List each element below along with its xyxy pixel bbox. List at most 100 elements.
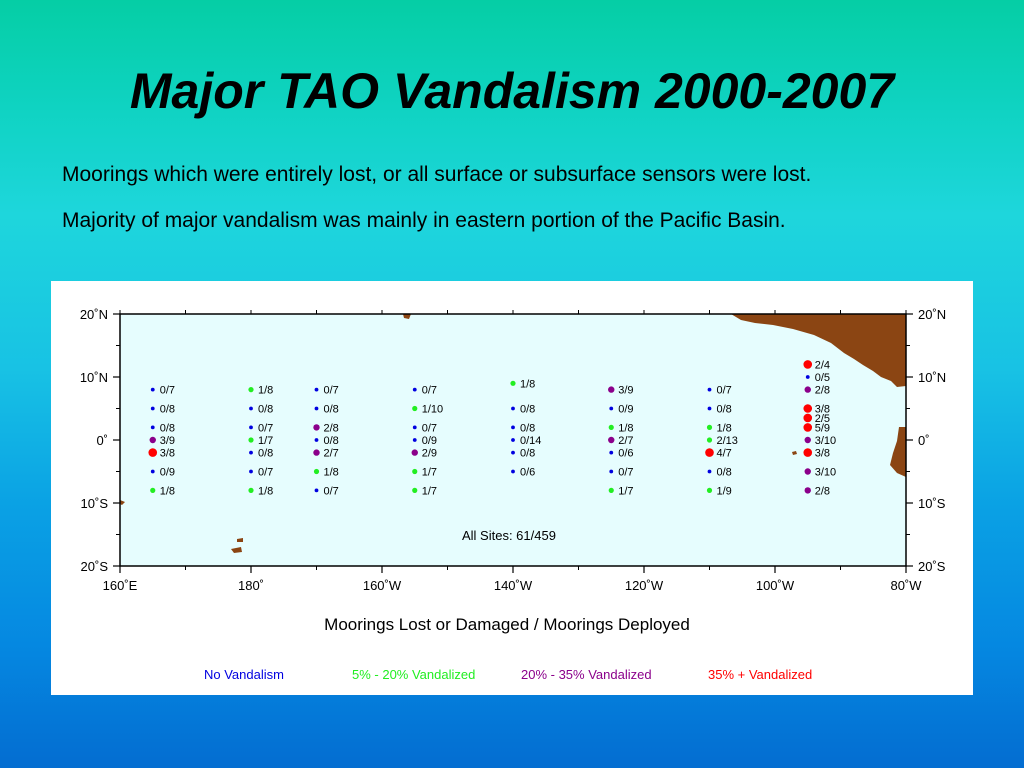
mooring-site-label: 0/9: [618, 404, 633, 416]
y-tick-label-left: 10˚N: [80, 370, 108, 385]
mooring-site-label: 0/7: [422, 422, 437, 434]
galapagos-island: [792, 451, 797, 455]
mooring-site-label: 0/7: [324, 385, 339, 397]
mooring-site-label: 0/7: [717, 385, 732, 397]
mooring-site-marker: [313, 468, 320, 475]
mooring-site-marker: [412, 438, 417, 442]
mooring-site-label: 3/9: [160, 435, 175, 447]
mooring-site-marker: [706, 487, 713, 493]
mooring-site-marker: [248, 387, 254, 393]
legend-35-plus-vandalized: 35% + Vandalized: [708, 667, 812, 682]
mooring-site-label: 0/7: [618, 467, 633, 479]
mooring-site-marker: [803, 360, 813, 369]
y-tick-label-right: 0˚: [918, 433, 930, 448]
mooring-site-label: 0/14: [520, 435, 541, 447]
mooring-site-marker: [248, 487, 254, 493]
y-tick-label-right: 10˚N: [918, 370, 946, 385]
mooring-site-label: 5/9: [815, 422, 830, 434]
mooring-site-marker: [249, 425, 253, 430]
mooring-site-marker: [706, 437, 713, 443]
mooring-site-marker: [411, 449, 418, 456]
mooring-site-label: 0/8: [160, 404, 175, 416]
mooring-site-label: 4/7: [717, 448, 732, 460]
mooring-site-label: 1/8: [324, 467, 339, 479]
mooring-site-label: 0/6: [520, 467, 535, 479]
mooring-site-label: 2/7: [618, 435, 633, 447]
mooring-site-marker: [248, 437, 254, 443]
mooring-site-label: 2/8: [815, 385, 830, 397]
south-america-coast-land: [890, 427, 906, 477]
mooring-site-marker: [608, 436, 615, 444]
mooring-site-marker: [150, 387, 155, 392]
slide-title: Major TAO Vandalism 2000-2007: [129, 63, 895, 119]
mooring-site-marker: [803, 404, 813, 413]
mooring-site-label: 1/8: [258, 385, 273, 397]
mooring-site-label: 1/7: [422, 467, 437, 479]
mooring-site-label: 0/7: [258, 467, 273, 479]
mooring-site-marker: [412, 487, 418, 493]
mooring-site-marker: [511, 406, 515, 411]
central-america-land: [731, 314, 906, 387]
mooring-site-label: 3/8: [815, 448, 830, 460]
mooring-site-label: 0/8: [520, 404, 535, 416]
fiji-island-small: [237, 538, 243, 542]
mooring-site-marker: [314, 438, 319, 442]
mooring-site-label: 0/6: [618, 448, 633, 460]
all-sites-summary: All Sites: 61/459: [462, 528, 556, 543]
mooring-site-marker: [314, 387, 319, 392]
mooring-site-label: 0/7: [258, 422, 273, 434]
x-tick-label: 160˚W: [363, 578, 402, 593]
mooring-site-label: 0/7: [422, 385, 437, 397]
mooring-site-marker: [707, 406, 712, 411]
bullet-text-eastern-pacific: Majority of major vandalism was mainly i…: [62, 209, 786, 232]
mooring-site-marker: [412, 387, 417, 392]
mooring-site-label: 1/10: [422, 404, 443, 416]
legend-20-35-vandalized: 20% - 35% Vandalized: [521, 667, 652, 682]
mooring-site-label: 1/8: [618, 422, 633, 434]
mooring-site-label: 1/8: [717, 422, 732, 434]
mooring-site-marker: [249, 450, 253, 455]
mooring-site-marker: [804, 487, 811, 494]
x-tick-label: 80˚W: [890, 578, 922, 593]
bullet-text-lost-moorings: Moorings which were entirely lost, or al…: [62, 163, 812, 186]
mooring-site-marker: [804, 468, 811, 475]
mooring-site-marker: [249, 469, 253, 474]
mooring-site-label: 1/8: [160, 485, 175, 497]
mooring-site-marker: [150, 487, 156, 493]
mooring-site-marker: [609, 469, 614, 474]
y-tick-label-right: 20˚S: [918, 559, 946, 574]
mooring-site-label: 0/9: [422, 435, 437, 447]
mooring-site-marker: [249, 406, 253, 411]
mooring-site-label: 1/7: [618, 485, 633, 497]
mooring-site-marker: [412, 425, 417, 430]
mooring-site-marker: [511, 438, 515, 442]
mooring-site-marker: [511, 425, 515, 430]
mooring-site-label: 0/8: [324, 404, 339, 416]
mooring-site-label: 1/7: [258, 435, 273, 447]
x-tick-label: 180˚: [238, 578, 264, 593]
mooring-site-label: 0/8: [258, 404, 273, 416]
legend-no-vandalism: No Vandalism: [204, 667, 284, 682]
mooring-site-marker: [150, 425, 155, 430]
y-tick-label-left: 20˚N: [80, 307, 108, 322]
mooring-site-marker: [609, 406, 614, 411]
mooring-site-marker: [803, 423, 813, 432]
mooring-site-marker: [148, 448, 158, 457]
map-axes: 160˚E 180˚ 160˚W 140˚W 120˚W 100˚W 80˚W 20˚N 20˚…: [80, 307, 946, 593]
mooring-site-label: 3/8: [160, 448, 175, 460]
mooring-site-marker: [707, 469, 712, 474]
mooring-site-marker: [511, 450, 515, 455]
mooring-site-marker: [150, 406, 155, 411]
mooring-site-label: 0/8: [324, 435, 339, 447]
mooring-site-marker: [707, 387, 712, 392]
mooring-site-marker: [706, 424, 713, 430]
mooring-site-marker: [510, 380, 516, 386]
mooring-site-label: 1/8: [520, 378, 535, 390]
y-tick-label-left: 20˚S: [81, 559, 109, 574]
mooring-site-label: 2/4: [815, 359, 830, 371]
mooring-site-marker: [608, 386, 615, 393]
y-tick-label-left: 10˚S: [81, 496, 109, 511]
mooring-site-label: 3/10: [815, 467, 836, 479]
mooring-site-label: 0/7: [160, 385, 175, 397]
mooring-site-marker: [608, 424, 614, 430]
